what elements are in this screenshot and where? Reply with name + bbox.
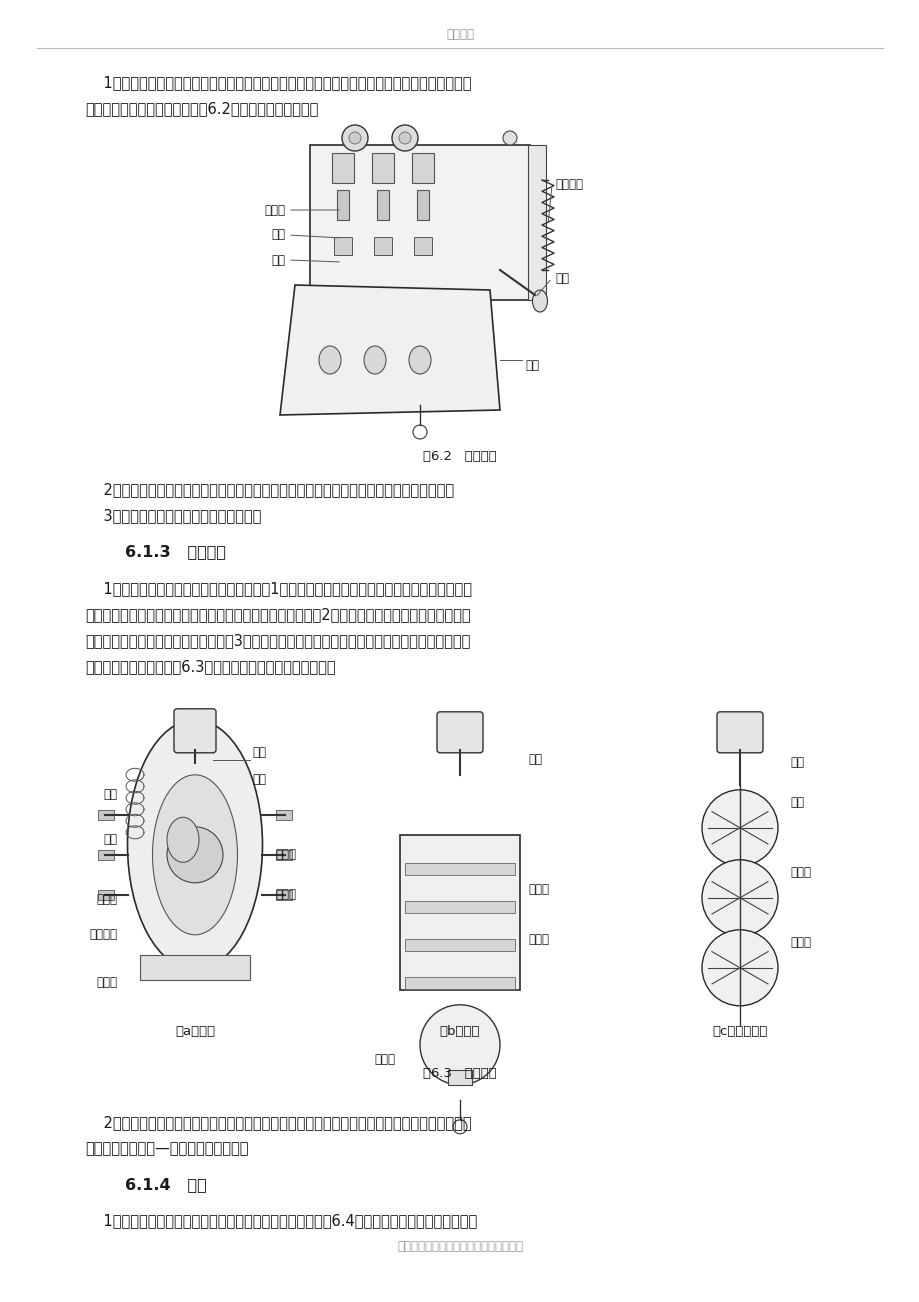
- FancyBboxPatch shape: [140, 954, 250, 980]
- Text: 凸筋: 凸筋: [525, 358, 539, 371]
- FancyBboxPatch shape: [377, 190, 389, 220]
- Text: 图6.3   组合开关: 图6.3 组合开关: [423, 1066, 496, 1079]
- Text: 转轴: 转轴: [252, 773, 266, 786]
- Ellipse shape: [128, 720, 262, 970]
- Text: 3．作用：用于不频繁接通和分断电路。: 3．作用：用于不频繁接通和分断电路。: [85, 508, 261, 523]
- Ellipse shape: [153, 775, 237, 935]
- Text: 速断弹簧: 速断弹簧: [554, 178, 583, 191]
- Circle shape: [701, 930, 777, 1006]
- Text: 夹座: 夹座: [271, 228, 285, 241]
- Circle shape: [701, 790, 777, 866]
- Text: 与静触点接通或断开。图6.3是组合开关外形图和原理示意图。: 与静触点接通或断开。图6.3是组合开关外形图和原理示意图。: [85, 659, 335, 674]
- Text: 1．铁壳开关：熔断器和刀片与刀座等安装在薄钢板制成的防护外壳内。有速断弹簧以加快刀片: 1．铁壳开关：熔断器和刀片与刀座等安装在薄钢板制成的防护外壳内。有速断弹簧以加快…: [85, 76, 471, 90]
- Text: （c）原理示意: （c）原理示意: [711, 1025, 766, 1038]
- Ellipse shape: [319, 346, 341, 374]
- FancyBboxPatch shape: [448, 1070, 471, 1085]
- Ellipse shape: [532, 290, 547, 312]
- Text: （a）外形: （a）外形: [175, 1025, 215, 1038]
- Circle shape: [167, 827, 222, 883]
- Text: 熔断器: 熔断器: [264, 203, 285, 216]
- Text: 闸刀: 闸刀: [271, 254, 285, 267]
- FancyBboxPatch shape: [437, 712, 482, 753]
- FancyBboxPatch shape: [334, 237, 352, 255]
- Circle shape: [413, 424, 426, 439]
- Text: 精品文档: 精品文档: [446, 29, 473, 42]
- FancyBboxPatch shape: [336, 190, 348, 220]
- Text: 2．作用：电气设备中作为不频繁地接通和分断电路，接通电源和负载，控制小容量异步电动机: 2．作用：电气设备中作为不频繁地接通和分断电路，接通电源和负载，控制小容量异步电…: [85, 1115, 471, 1130]
- Text: 接线柱: 接线柱: [96, 976, 117, 990]
- FancyBboxPatch shape: [276, 889, 291, 900]
- FancyBboxPatch shape: [374, 237, 391, 255]
- Text: 6.1.3   组合开关: 6.1.3 组合开关: [125, 544, 226, 560]
- FancyBboxPatch shape: [404, 939, 515, 950]
- Ellipse shape: [167, 818, 199, 862]
- Ellipse shape: [364, 346, 386, 374]
- FancyBboxPatch shape: [716, 712, 762, 753]
- Text: 手柄: 手柄: [528, 754, 541, 767]
- Text: 手柄: 手柄: [789, 756, 803, 769]
- Text: 板套装在附有绝缘手柄的绝缘杆上。（3）绝缘手柄能沿顺时针或逆时针方向转动，带动动触点分别: 板套装在附有绝缘手柄的绝缘杆上。（3）绝缘手柄能沿顺时针或逆时针方向转动，带动动…: [85, 633, 470, 648]
- FancyBboxPatch shape: [371, 154, 393, 184]
- Text: 弹簧: 弹簧: [103, 788, 117, 801]
- FancyBboxPatch shape: [412, 154, 434, 184]
- Text: 手柄: 手柄: [554, 272, 568, 285]
- Text: 静触片: 静触片: [789, 866, 811, 879]
- Text: 绝缘杆: 绝缘杆: [96, 893, 117, 906]
- Text: 1．结构：静触点、动触点和绝缘手柄。（1）静触点一端固定在绝缘板上，另一端伸出盒外，: 1．结构：静触点、动触点和绝缘手柄。（1）静触点一端固定在绝缘板上，另一端伸出盒…: [85, 581, 471, 596]
- FancyBboxPatch shape: [174, 708, 216, 753]
- Circle shape: [348, 132, 360, 145]
- FancyBboxPatch shape: [404, 863, 515, 875]
- FancyBboxPatch shape: [404, 901, 515, 913]
- FancyBboxPatch shape: [404, 976, 515, 988]
- Text: 绝缘盒: 绝缘盒: [528, 883, 549, 896]
- Polygon shape: [279, 285, 499, 415]
- Text: 并附有接线柱，以便和电源线及其他用电设备的导线相连。（2）动触点装在另外的绝缘垫板上，垫: 并附有接线柱，以便和电源线及其他用电设备的导线相连。（2）动触点装在另外的绝缘垫…: [85, 607, 471, 622]
- Text: 静触片: 静触片: [374, 1053, 394, 1066]
- Text: 的正、反转及星形—三角形起动等用途。: 的正、反转及星形—三角形起动等用途。: [85, 1141, 248, 1156]
- FancyBboxPatch shape: [310, 145, 529, 299]
- Circle shape: [391, 125, 417, 151]
- Circle shape: [420, 1005, 499, 1085]
- Circle shape: [503, 132, 516, 145]
- Ellipse shape: [409, 346, 430, 374]
- Circle shape: [399, 132, 411, 145]
- FancyBboxPatch shape: [98, 889, 114, 900]
- Text: 凸轮: 凸轮: [103, 833, 117, 846]
- FancyBboxPatch shape: [98, 810, 114, 820]
- Text: 收集于网络，如有侵权请联系管理员删除: 收集于网络，如有侵权请联系管理员删除: [397, 1241, 522, 1254]
- Text: 动触片: 动触片: [789, 936, 811, 949]
- Text: 1．结构：由动触点、静触点、按钮帽和复位弹簧组成。图6.4是按钮外形图、结构图及符号。: 1．结构：由动触点、静触点、按钮帽和复位弹簧组成。图6.4是按钮外形图、结构图及…: [85, 1213, 477, 1229]
- FancyBboxPatch shape: [98, 850, 114, 859]
- Text: 动触片: 动触片: [528, 934, 549, 947]
- Circle shape: [342, 125, 368, 151]
- FancyBboxPatch shape: [276, 850, 291, 859]
- Text: 静触片: 静触片: [275, 888, 296, 901]
- FancyBboxPatch shape: [400, 835, 519, 990]
- FancyBboxPatch shape: [414, 237, 432, 255]
- FancyBboxPatch shape: [332, 154, 354, 184]
- Text: 转轴: 转轴: [789, 797, 803, 810]
- Text: 绝缘垫板: 绝缘垫板: [89, 928, 117, 941]
- Text: （b）结构: （b）结构: [439, 1025, 480, 1038]
- Circle shape: [452, 1120, 467, 1134]
- Text: 手柄: 手柄: [252, 746, 266, 759]
- Circle shape: [701, 859, 777, 936]
- Text: 图6.2   铁壳开关: 图6.2 铁壳开关: [423, 450, 496, 464]
- Text: 6.1.4   按钮: 6.1.4 按钮: [125, 1177, 207, 1193]
- FancyBboxPatch shape: [276, 810, 291, 820]
- FancyBboxPatch shape: [528, 145, 545, 299]
- FancyBboxPatch shape: [416, 190, 428, 220]
- Text: 与刀座分断速度，减少电弧。图6.2是铁壳开关的外形图。: 与刀座分断速度，减少电弧。图6.2是铁壳开关的外形图。: [85, 102, 318, 116]
- Text: 2．特点：外壳上有机械联锁装置，壳盖打开时开关不能闭合；开关断开时壳盖才能打开。: 2．特点：外壳上有机械联锁装置，壳盖打开时开关不能闭合；开关断开时壳盖才能打开。: [85, 482, 454, 497]
- Text: 动触片: 动触片: [275, 849, 296, 862]
